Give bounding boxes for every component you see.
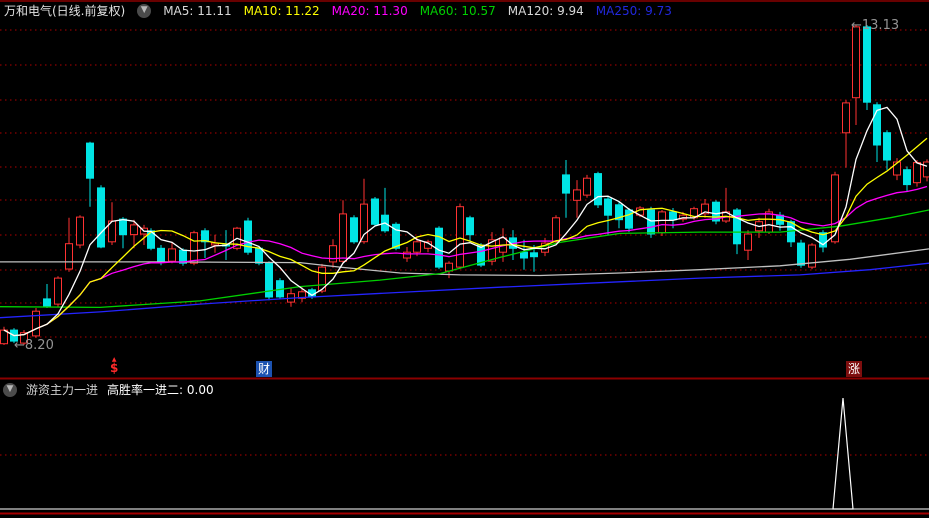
low-price-label: ←8.20 (14, 338, 54, 353)
ma20-label: MA20: 11.30 (331, 3, 408, 18)
ma250-label: MA250: 9.73 (595, 3, 672, 18)
high-price-label: ←13.13 (851, 18, 900, 33)
event-marker-dollar[interactable]: ▲ $ (110, 356, 119, 375)
ma60-label: MA60: 10.57 (419, 3, 496, 18)
dollar-icon: $ (110, 361, 119, 375)
collapse-chevron-icon[interactable]: ▼ (137, 3, 152, 18)
indicator-panel-header: ▼ 游资主力一进 高胜率一进二: 0.00 (3, 381, 214, 398)
indicator-name[interactable]: 游资主力一进 (26, 383, 99, 397)
ma10-label: MA10: 11.22 (243, 3, 320, 18)
event-marker-cai[interactable]: 财 (256, 361, 272, 377)
chart-header: 万和电气(日线.前复权) ▼ MA5: 11.11 MA10: 11.22 MA… (4, 2, 672, 19)
panel-collapse-chevron-icon[interactable]: ▼ (3, 382, 17, 397)
ma5-label: MA5: 11.11 (163, 3, 232, 18)
event-marker-zhang[interactable]: 涨 (846, 361, 862, 377)
indicator-value-label: 高胜率一进二: 0.00 (107, 383, 214, 397)
ma120-label: MA120: 9.94 (507, 3, 584, 18)
stock-title: 万和电气(日线.前复权) (4, 4, 126, 18)
triangle-up-icon: ▲ (111, 356, 117, 363)
